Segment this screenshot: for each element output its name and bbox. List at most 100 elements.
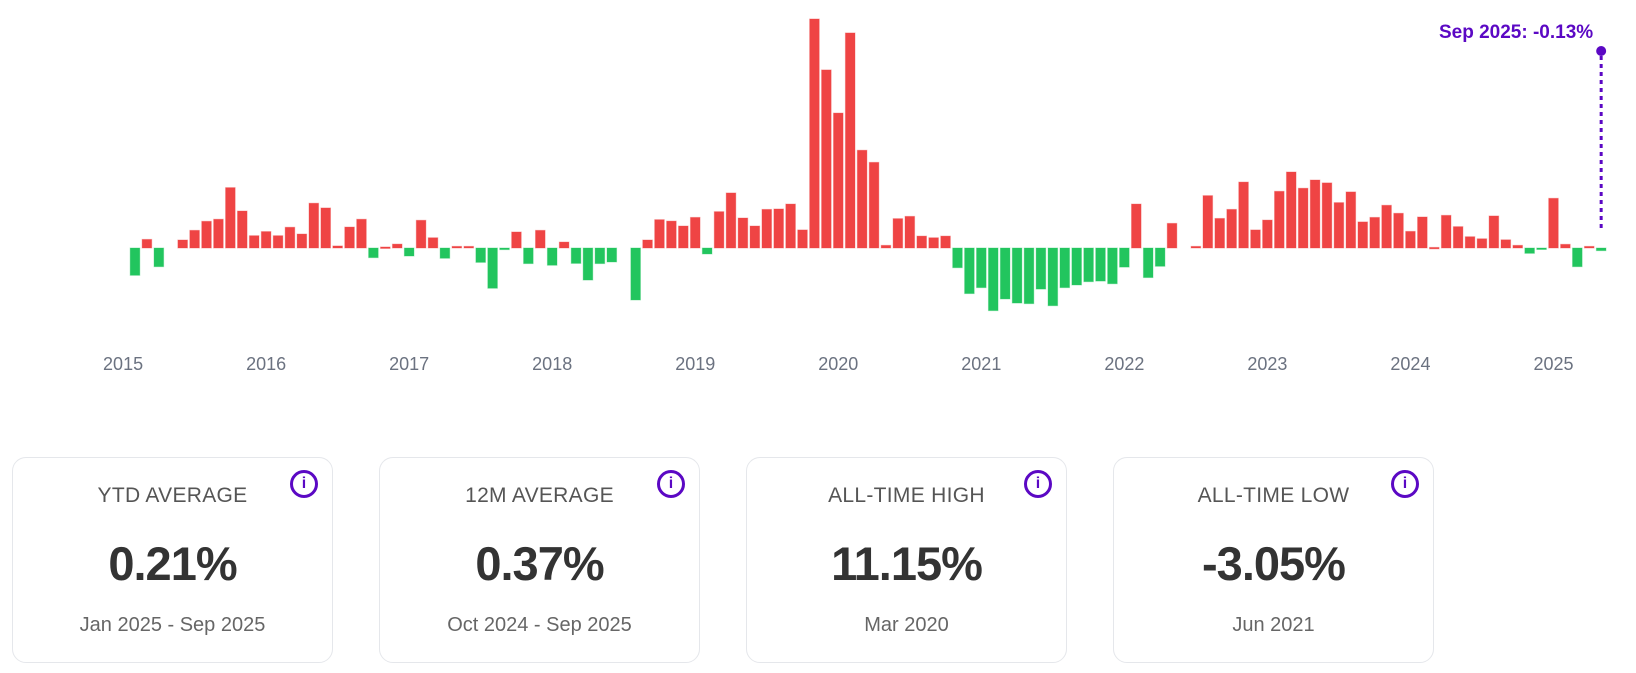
- bar[interactable]: [892, 218, 904, 249]
- bar[interactable]: [1023, 247, 1035, 305]
- bar[interactable]: [761, 208, 773, 249]
- bar[interactable]: [1583, 245, 1595, 249]
- bar[interactable]: [332, 245, 343, 249]
- bar[interactable]: [153, 247, 165, 268]
- bar[interactable]: [1190, 245, 1202, 249]
- bar[interactable]: [916, 235, 928, 249]
- bar[interactable]: [463, 245, 475, 249]
- bar[interactable]: [582, 247, 594, 281]
- bar[interactable]: [344, 226, 355, 249]
- bar[interactable]: [1572, 247, 1583, 268]
- bar[interactable]: [1369, 216, 1380, 249]
- bar[interactable]: [642, 239, 653, 249]
- bar[interactable]: [785, 203, 796, 249]
- bar[interactable]: [1345, 191, 1357, 249]
- bar[interactable]: [1226, 208, 1237, 249]
- bar[interactable]: [272, 235, 284, 249]
- bar[interactable]: [284, 226, 296, 249]
- bar[interactable]: [558, 241, 570, 249]
- bar[interactable]: [1274, 190, 1285, 249]
- bar[interactable]: [1548, 197, 1559, 249]
- bar[interactable]: [546, 247, 558, 266]
- bar[interactable]: [487, 247, 498, 289]
- bar[interactable]: [499, 247, 510, 251]
- bar[interactable]: [1405, 230, 1416, 249]
- bar[interactable]: [1059, 247, 1071, 289]
- bar[interactable]: [1011, 247, 1023, 304]
- bar[interactable]: [1297, 187, 1309, 249]
- bar[interactable]: [1333, 202, 1345, 249]
- bar[interactable]: [821, 69, 832, 249]
- bar[interactable]: [1107, 247, 1118, 285]
- bar[interactable]: [1071, 247, 1082, 286]
- bar[interactable]: [177, 239, 188, 249]
- bar[interactable]: [1238, 181, 1249, 249]
- bar[interactable]: [1488, 215, 1500, 249]
- bar[interactable]: [129, 247, 141, 276]
- bar[interactable]: [737, 217, 749, 249]
- bar[interactable]: [1130, 203, 1142, 249]
- bar[interactable]: [1095, 247, 1106, 282]
- info-icon[interactable]: i: [657, 470, 685, 498]
- info-icon[interactable]: i: [1391, 470, 1419, 498]
- bar[interactable]: [260, 231, 272, 249]
- bar[interactable]: [356, 218, 367, 249]
- bar[interactable]: [1285, 171, 1297, 249]
- bar[interactable]: [415, 219, 427, 249]
- bar[interactable]: [952, 247, 963, 269]
- bar[interactable]: [940, 235, 951, 249]
- bar[interactable]: [439, 247, 451, 259]
- bar[interactable]: [1440, 214, 1452, 249]
- bar[interactable]: [904, 215, 916, 249]
- bar[interactable]: [475, 247, 486, 263]
- bar[interactable]: [296, 233, 308, 249]
- bar[interactable]: [964, 247, 975, 295]
- bar[interactable]: [809, 18, 820, 249]
- bar[interactable]: [570, 247, 582, 264]
- bar[interactable]: [654, 219, 665, 249]
- info-icon[interactable]: i: [290, 470, 318, 498]
- bar[interactable]: [320, 207, 332, 249]
- bar[interactable]: [1417, 216, 1428, 249]
- bar[interactable]: [1560, 243, 1571, 249]
- bar[interactable]: [1035, 247, 1047, 290]
- bar[interactable]: [797, 229, 808, 249]
- bar[interactable]: [248, 235, 260, 249]
- info-icon[interactable]: i: [1024, 470, 1052, 498]
- bar[interactable]: [1262, 219, 1273, 249]
- bar[interactable]: [1047, 247, 1059, 307]
- bar[interactable]: [678, 225, 689, 249]
- bar[interactable]: [1393, 212, 1404, 249]
- bar[interactable]: [1428, 246, 1440, 250]
- bar[interactable]: [1464, 236, 1476, 249]
- bar[interactable]: [201, 220, 212, 249]
- bar[interactable]: [868, 161, 880, 249]
- bar[interactable]: [630, 247, 641, 301]
- bar[interactable]: [1083, 247, 1094, 283]
- bar[interactable]: [999, 247, 1011, 300]
- bar[interactable]: [1512, 244, 1524, 249]
- bar[interactable]: [749, 225, 761, 249]
- bar[interactable]: [1476, 238, 1488, 249]
- bar[interactable]: [1309, 179, 1321, 249]
- bar[interactable]: [1452, 226, 1464, 249]
- bar[interactable]: [666, 220, 677, 249]
- bar[interactable]: [391, 243, 403, 249]
- bar[interactable]: [403, 247, 415, 257]
- bar[interactable]: [844, 32, 856, 249]
- bar[interactable]: [534, 229, 546, 249]
- bar[interactable]: [225, 187, 236, 249]
- bar[interactable]: [594, 247, 606, 265]
- bar[interactable]: [1357, 221, 1369, 249]
- bar[interactable]: [701, 247, 713, 255]
- bar[interactable]: [1142, 247, 1154, 279]
- bar[interactable]: [1321, 182, 1333, 249]
- bar[interactable]: [1524, 247, 1535, 254]
- bar[interactable]: [308, 202, 320, 249]
- bar[interactable]: [689, 216, 701, 249]
- bar[interactable]: [523, 247, 534, 265]
- bar[interactable]: [606, 247, 618, 263]
- bar[interactable]: [713, 211, 725, 249]
- bar[interactable]: [1381, 204, 1392, 249]
- bar[interactable]: [1202, 195, 1214, 249]
